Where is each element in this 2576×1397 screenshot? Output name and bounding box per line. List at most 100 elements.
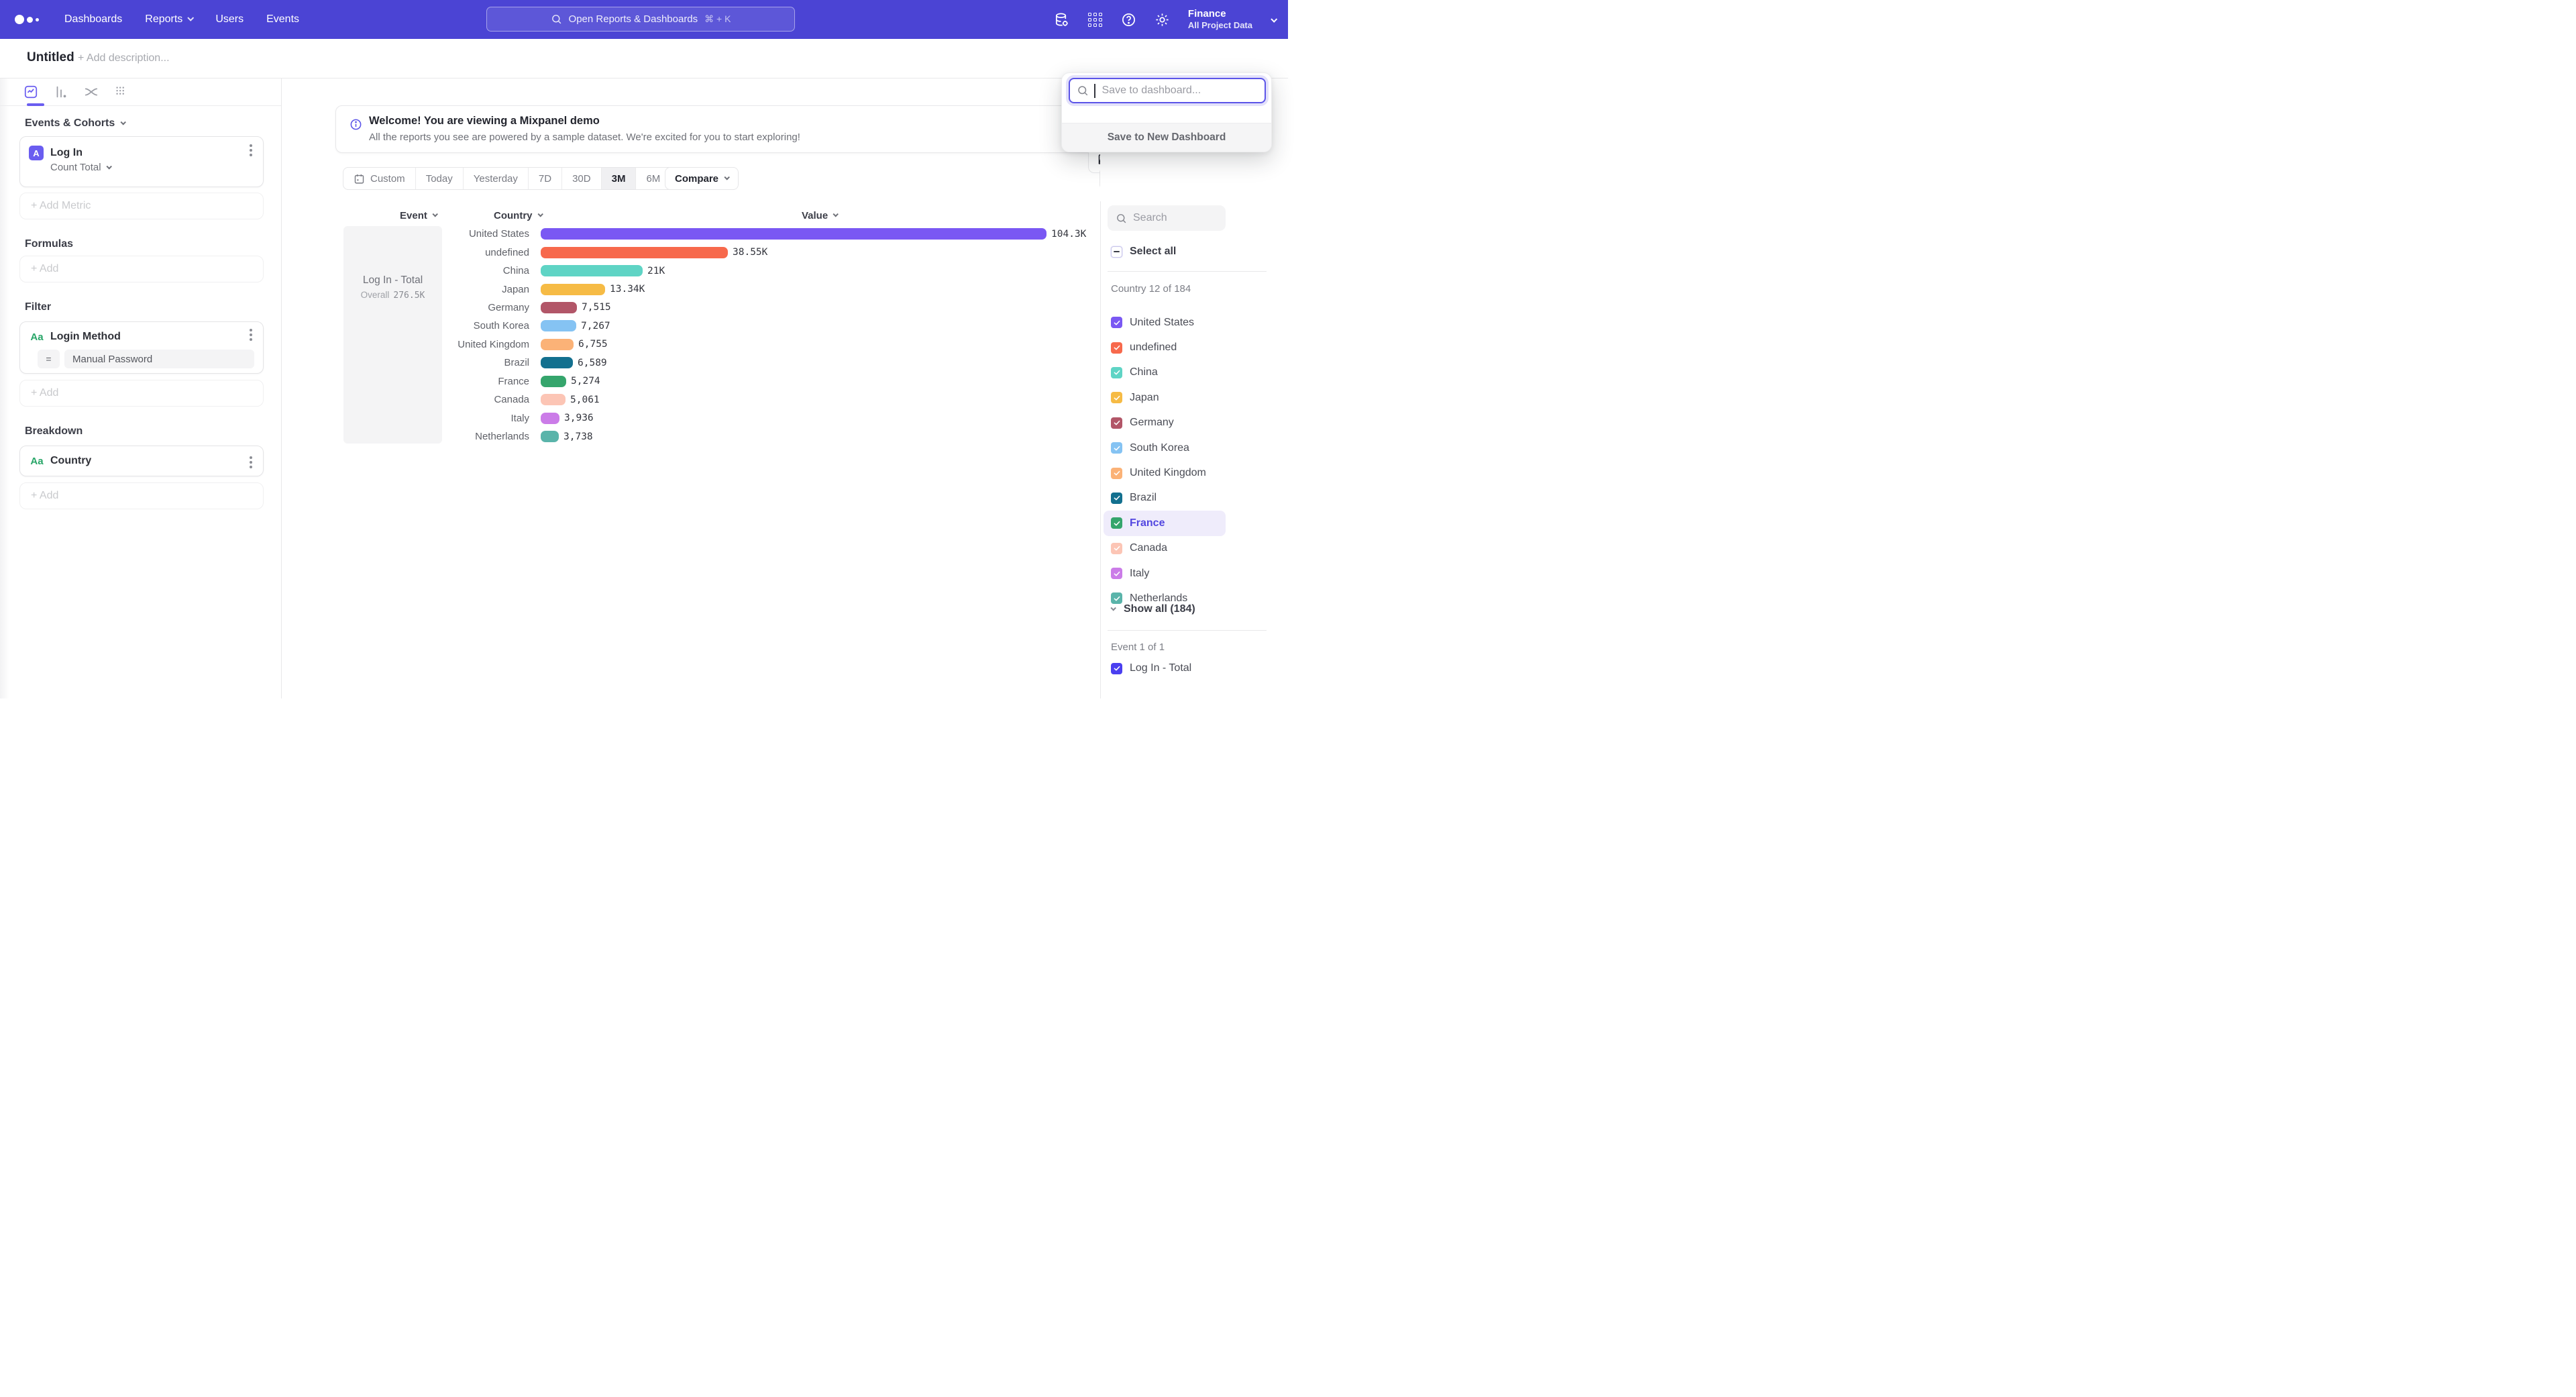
- metric-card-login[interactable]: A Log In Count Total: [19, 136, 264, 187]
- events-cohorts-header[interactable]: Events & Cohorts: [25, 117, 125, 130]
- range-6m-label: 6M: [646, 173, 660, 185]
- bar-segment[interactable]: [541, 320, 576, 331]
- country-checkbox[interactable]: [1111, 367, 1122, 378]
- country-checkbox[interactable]: [1111, 493, 1122, 504]
- country-checkbox[interactable]: [1111, 592, 1122, 604]
- filter-kebab-icon[interactable]: [250, 333, 252, 336]
- range-30d[interactable]: 30D: [562, 168, 602, 189]
- bar-segment[interactable]: [541, 394, 566, 405]
- country-checkbox[interactable]: [1111, 317, 1122, 328]
- country-checkbox[interactable]: [1111, 543, 1122, 554]
- mixpanel-logo[interactable]: [15, 15, 46, 24]
- country-legend-item[interactable]: Canada: [1104, 536, 1226, 561]
- add-filter-button[interactable]: + Add: [19, 380, 264, 407]
- country-legend-item[interactable]: United States: [1104, 310, 1226, 335]
- breakdown-card-country[interactable]: Aa Country: [19, 446, 264, 476]
- event-legend-item[interactable]: Log In - Total: [1111, 662, 1191, 674]
- settings-gear-icon[interactable]: [1155, 11, 1171, 28]
- chart-row: Japan13.34K: [407, 280, 1086, 298]
- bar-category-label: Netherlands: [407, 431, 541, 442]
- nav-reports-label: Reports: [145, 13, 182, 25]
- range-30d-label: 30D: [572, 173, 591, 185]
- tab-retention[interactable]: [113, 85, 129, 100]
- country-legend-item[interactable]: Germany: [1104, 411, 1226, 435]
- bar-segment[interactable]: [541, 247, 728, 258]
- country-legend-item[interactable]: Brazil: [1104, 486, 1226, 511]
- range-7d[interactable]: 7D: [529, 168, 562, 189]
- apps-grid-icon[interactable]: [1087, 11, 1104, 28]
- bar-segment[interactable]: [541, 284, 605, 295]
- help-icon[interactable]: [1121, 11, 1137, 28]
- range-yesterday[interactable]: Yesterday: [464, 168, 529, 189]
- bar-segment[interactable]: [541, 228, 1046, 240]
- chart-row: Netherlands 3,738: [407, 427, 1086, 446]
- chevron-down-icon: [121, 119, 126, 125]
- country-checkbox[interactable]: [1111, 442, 1122, 454]
- project-switcher[interactable]: Finance All Project Data: [1188, 8, 1252, 32]
- breakdown-kebab-icon[interactable]: [250, 461, 252, 464]
- column-header-value[interactable]: Value: [802, 208, 837, 223]
- filter-value[interactable]: Manual Password: [64, 350, 254, 368]
- formulas-header: Formulas: [25, 238, 73, 250]
- country-checkbox[interactable]: [1111, 392, 1122, 403]
- bar-value-label: 104.3K: [1051, 229, 1086, 240]
- save-dashboard-search-input[interactable]: Save to dashboard...: [1069, 78, 1266, 103]
- add-metric-button[interactable]: + Add Metric: [19, 193, 264, 219]
- legend-search-input[interactable]: Search: [1108, 205, 1226, 231]
- add-formula-button[interactable]: + Add: [19, 256, 264, 282]
- select-all-row[interactable]: Select all: [1111, 246, 1176, 258]
- country-checkbox[interactable]: [1111, 568, 1122, 579]
- metric-kebab-icon[interactable]: [250, 149, 252, 152]
- column-header-country[interactable]: Country: [494, 208, 542, 223]
- bar-segment[interactable]: [541, 357, 573, 368]
- show-all-button[interactable]: Show all (184): [1111, 603, 1195, 615]
- country-legend-item[interactable]: undefined: [1104, 335, 1226, 360]
- project-chevron-icon[interactable]: [1271, 15, 1277, 22]
- country-legend-item[interactable]: United Kingdom: [1104, 460, 1226, 485]
- country-checkbox[interactable]: [1111, 517, 1122, 529]
- range-custom-label: Custom: [370, 173, 405, 185]
- bar-segment[interactable]: [541, 302, 577, 313]
- bar-value-label: 3,738: [564, 431, 593, 442]
- range-today[interactable]: Today: [416, 168, 464, 189]
- country-legend-item[interactable]: Japan: [1104, 385, 1226, 410]
- event-checkbox[interactable]: [1111, 663, 1122, 674]
- country-checkbox[interactable]: [1111, 342, 1122, 354]
- bar-category-label: United States: [407, 228, 541, 240]
- tab-flows[interactable]: [83, 85, 99, 100]
- nav-dashboards[interactable]: Dashboards: [64, 13, 122, 25]
- country-legend-item[interactable]: South Korea: [1104, 435, 1226, 460]
- filter-card-login-method[interactable]: Aa Login Method = Manual Password: [19, 321, 264, 374]
- tab-insights[interactable]: [23, 85, 38, 100]
- compare-dropdown[interactable]: Compare: [665, 167, 739, 190]
- global-search[interactable]: Open Reports & Dashboards ⌘ + K: [486, 7, 795, 32]
- bar-segment[interactable]: [541, 339, 574, 350]
- bar-segment[interactable]: [541, 431, 559, 442]
- metric-aggregation-dropdown[interactable]: Count Total: [50, 162, 263, 173]
- select-all-checkbox[interactable]: [1111, 246, 1122, 258]
- active-tab-underline: [27, 103, 44, 106]
- chart-row: United Kingdom6,755: [407, 335, 1086, 354]
- save-to-new-dashboard-button[interactable]: Save to New Dashboard: [1062, 123, 1271, 152]
- column-header-event[interactable]: Event: [400, 208, 437, 223]
- filter-operator[interactable]: =: [38, 350, 60, 368]
- bar-segment[interactable]: [541, 376, 566, 387]
- range-3m-selected[interactable]: 3M: [602, 168, 637, 189]
- country-legend-item[interactable]: Italy: [1104, 561, 1226, 586]
- nav-users[interactable]: Users: [215, 13, 244, 25]
- nav-events[interactable]: Events: [266, 13, 299, 25]
- nav-reports[interactable]: Reports: [145, 13, 193, 25]
- range-custom[interactable]: Custom: [343, 168, 416, 189]
- country-legend-item[interactable]: France: [1104, 511, 1226, 535]
- country-checkbox[interactable]: [1111, 468, 1122, 479]
- country-checkbox[interactable]: [1111, 417, 1122, 429]
- report-description-placeholder[interactable]: + Add description...: [78, 52, 170, 64]
- bar-segment[interactable]: [541, 265, 643, 276]
- bar-segment[interactable]: [541, 413, 559, 424]
- add-breakdown-button[interactable]: + Add: [19, 482, 264, 509]
- data-management-icon[interactable]: [1054, 11, 1070, 28]
- report-title[interactable]: Untitled: [27, 50, 74, 65]
- country-legend-label: Brazil: [1130, 492, 1157, 504]
- tab-funnels[interactable]: [53, 85, 68, 100]
- country-legend-item[interactable]: China: [1104, 360, 1226, 385]
